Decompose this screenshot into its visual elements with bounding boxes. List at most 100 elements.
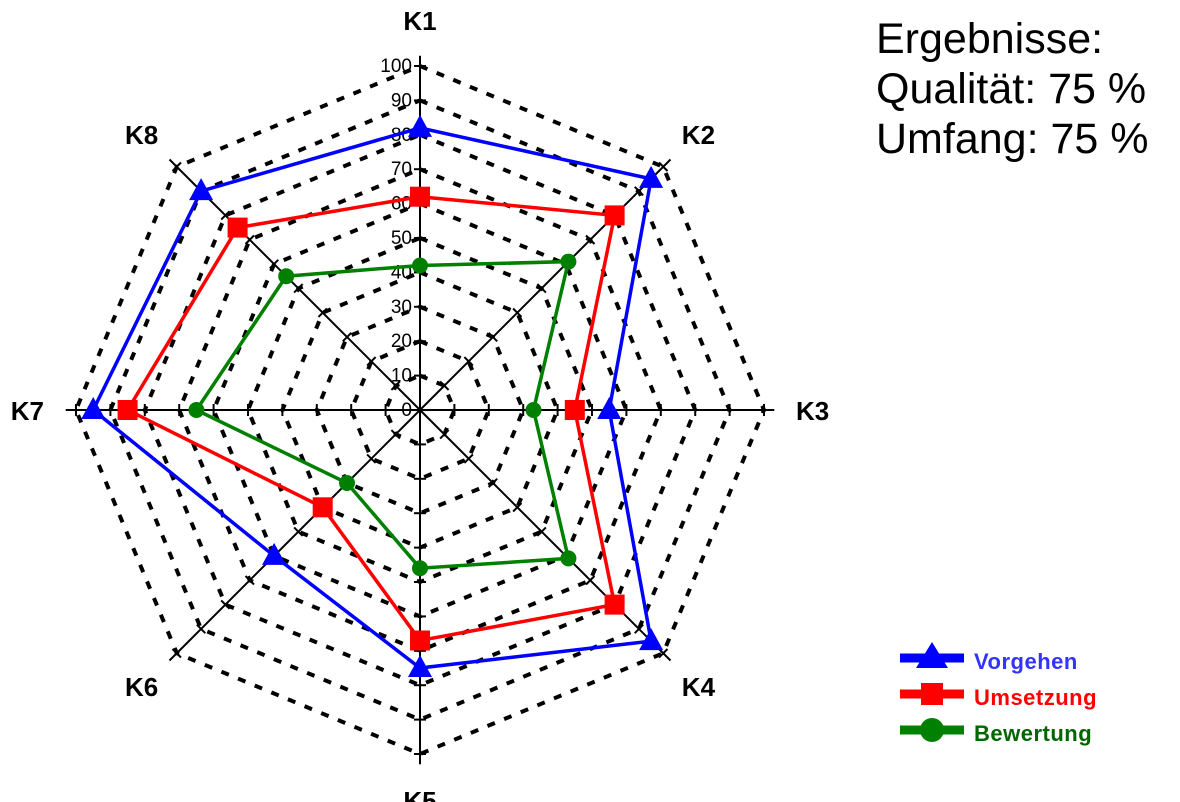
axis-tick xyxy=(585,575,596,586)
data-point-umsetzung-K7 xyxy=(117,400,138,420)
series-line-vorgehen xyxy=(91,126,654,670)
data-point-vorgehen-K1 xyxy=(408,114,432,137)
data-point-bewertung-K3 xyxy=(525,402,542,418)
chart-legend: Vorgehen Umsetzung Bewertung xyxy=(898,640,1178,748)
series-line-bewertung xyxy=(193,259,571,571)
axis-K2 xyxy=(419,158,672,411)
data-point-umsetzung-K1 xyxy=(410,186,430,207)
axis-tick xyxy=(220,210,231,221)
radial-tick-label: 60 xyxy=(391,194,412,215)
data-point-bewertung-K6 xyxy=(339,475,355,491)
legend-item-bewertung: Bewertung xyxy=(898,712,1178,748)
data-point-vorgehen-K2 xyxy=(639,165,664,188)
radial-tick-label: 90 xyxy=(391,90,412,111)
legend-item-umsetzung: Umsetzung xyxy=(898,676,1178,712)
data-point-umsetzung-K3 xyxy=(564,400,585,420)
results-heading: Ergebnisse: xyxy=(876,15,1104,63)
category-label-K5: K5 xyxy=(403,786,436,802)
axis-tick xyxy=(269,259,280,270)
category-label-K8: K8 xyxy=(125,120,158,150)
radial-tick-label: 50 xyxy=(391,228,412,249)
legend-label-vorgehen: Vorgehen xyxy=(974,649,1078,674)
axis-tick xyxy=(633,186,644,197)
category-label-K7: K7 xyxy=(11,396,44,426)
category-label-K4: K4 xyxy=(682,672,716,702)
category-label-K6: K6 xyxy=(125,672,158,702)
category-label-K1: K1 xyxy=(403,6,436,36)
results-scope: Umfang: 75 % xyxy=(876,115,1149,163)
legend-swatch-bewertung xyxy=(900,718,964,742)
data-point-bewertung-K5 xyxy=(412,560,428,577)
axis-tick xyxy=(536,283,547,294)
axis-tick xyxy=(244,234,255,245)
axis-tick xyxy=(512,307,523,318)
data-point-umsetzung-K8 xyxy=(227,217,248,238)
legend-swatch-vorgehen xyxy=(900,642,964,668)
results-quality: Qualität: 75 % xyxy=(876,65,1147,113)
radial-tick-label: 10 xyxy=(391,366,412,387)
category-labels: K1 K2 K3 K4 K5 K6 K7 K8 xyxy=(11,6,830,802)
axis-tick xyxy=(293,526,304,537)
category-label-K3: K3 xyxy=(796,396,829,426)
axis-tick xyxy=(366,356,377,367)
data-point-vorgehen-K6 xyxy=(262,542,287,565)
legend-label-bewertung: Bewertung xyxy=(974,721,1093,746)
axis-K8 xyxy=(168,158,421,411)
axis-tick xyxy=(196,623,207,634)
grid-ring-80 xyxy=(142,132,698,688)
axis-tick xyxy=(390,429,401,440)
grid-ring-70 xyxy=(177,167,663,653)
data-point-bewertung-K1 xyxy=(412,257,428,274)
axis-tick xyxy=(220,599,231,610)
radial-tick-label: 100 xyxy=(380,56,412,77)
axis-tick xyxy=(658,161,669,172)
category-label-K2: K2 xyxy=(682,120,715,150)
axis-tick xyxy=(658,648,669,659)
data-point-bewertung-K8 xyxy=(278,268,295,285)
axis-tick xyxy=(171,648,182,659)
data-point-vorgehen-K8 xyxy=(189,178,214,201)
data-point-umsetzung-K2 xyxy=(604,205,625,226)
radial-tick-label: 20 xyxy=(391,331,412,352)
axis-tick xyxy=(487,477,498,488)
axis-tick xyxy=(244,575,255,586)
axis-tick xyxy=(633,623,644,634)
data-point-bewertung-K2 xyxy=(560,253,577,270)
axis-K6 xyxy=(168,409,421,662)
data-point-umsetzung-K6 xyxy=(312,497,333,518)
radial-tick-label: 30 xyxy=(391,297,412,318)
data-point-vorgehen-K3 xyxy=(597,397,622,419)
radar-axes xyxy=(65,55,775,765)
axis-tick xyxy=(585,234,596,245)
radial-tick-label: 0 xyxy=(401,400,412,421)
data-point-vorgehen-K5 xyxy=(408,655,432,677)
data-point-vorgehen-K7 xyxy=(81,397,106,419)
data-point-umsetzung-K4 xyxy=(604,594,625,615)
axis-tick xyxy=(487,332,498,343)
axis-K4 xyxy=(419,409,672,662)
axis-tick xyxy=(293,283,304,294)
axis-tick xyxy=(536,526,547,537)
axis-tick xyxy=(342,332,353,343)
axis-tick xyxy=(317,307,328,318)
data-point-umsetzung-K5 xyxy=(410,630,430,651)
axis-tick xyxy=(439,429,450,440)
data-point-bewertung-K4 xyxy=(560,550,577,567)
grid-ring-30 xyxy=(314,304,526,516)
axis-tick xyxy=(439,380,450,391)
results-box: Ergebnisse: Qualität: 75 % Umfang: 75 % xyxy=(876,14,1148,164)
legend-item-vorgehen: Vorgehen xyxy=(898,640,1178,676)
legend-label-umsetzung: Umsetzung xyxy=(974,685,1098,710)
axis-tick xyxy=(512,502,523,513)
axis-tick xyxy=(463,356,474,367)
axis-tick xyxy=(463,453,474,464)
axis-tick xyxy=(390,380,401,391)
axis-tick xyxy=(171,161,182,172)
series-layer xyxy=(81,114,664,677)
data-point-bewertung-K7 xyxy=(188,402,205,418)
radial-tick-label: 70 xyxy=(391,159,412,180)
data-point-vorgehen-K4 xyxy=(639,628,664,651)
axis-tick xyxy=(366,453,377,464)
